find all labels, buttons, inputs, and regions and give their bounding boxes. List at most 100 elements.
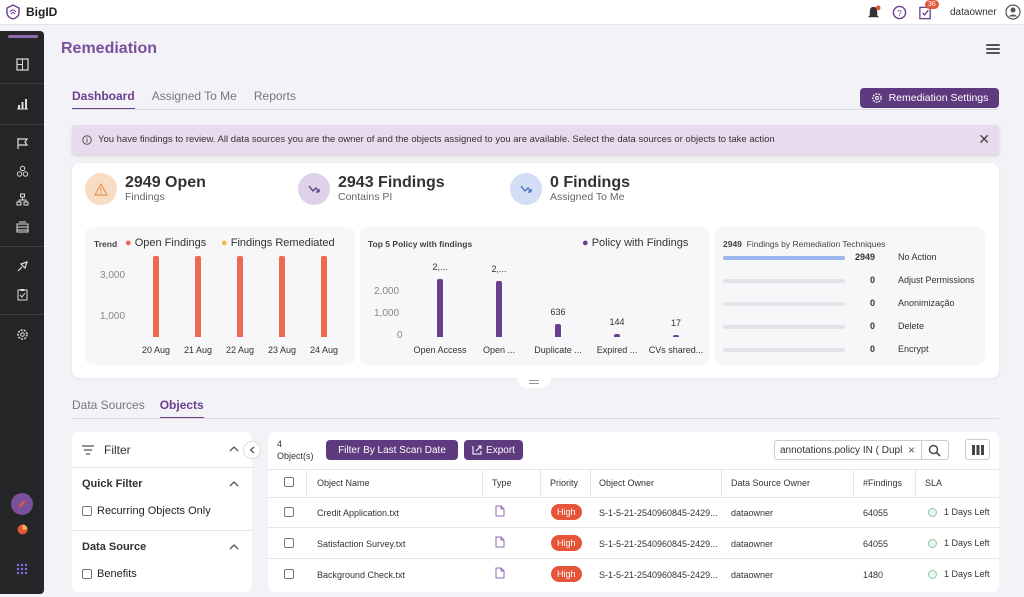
tasks-icon[interactable] xyxy=(918,5,933,21)
chevron-up-icon[interactable] xyxy=(229,544,239,550)
hierarchy-icon[interactable] xyxy=(14,191,30,207)
object-owner: S-1-5-21-2540960845-2429... xyxy=(599,539,718,549)
close-icon[interactable]: ✕ xyxy=(978,131,990,147)
stat-label: Contains PI xyxy=(338,191,393,203)
help-icon[interactable]: ? xyxy=(892,5,907,20)
search-icon[interactable] xyxy=(928,444,941,457)
x-tick-label: 22 Aug xyxy=(225,345,255,355)
col-sla[interactable]: SLA xyxy=(925,478,943,488)
stat-value: 2943 Findings xyxy=(338,174,445,191)
col-priority[interactable]: Priority xyxy=(550,478,579,488)
collapse-handle[interactable] xyxy=(517,376,551,388)
columns-toggle-button[interactable] xyxy=(965,439,990,460)
object-name[interactable]: Satisfaction Survey.txt xyxy=(317,539,406,549)
x-tick-label: Open ... xyxy=(482,345,516,355)
bigid-logo[interactable]: BigID xyxy=(5,4,57,20)
collapse-filter-button[interactable] xyxy=(243,441,261,459)
col-findings[interactable]: #Findings xyxy=(863,478,903,488)
trend-title: Trend xyxy=(94,239,118,249)
tab-assigned-to-me[interactable]: Assigned To Me xyxy=(151,89,237,103)
policy-bar xyxy=(555,324,561,337)
tab-dashboard[interactable]: Dashboard xyxy=(72,89,135,110)
stat-assigned: 0 Findings Assigned To Me xyxy=(510,173,630,205)
clipboard-icon[interactable] xyxy=(14,286,30,302)
col-type[interactable]: Type xyxy=(492,478,512,488)
remediation-icon[interactable] xyxy=(14,258,30,274)
stat-value: 0 Findings xyxy=(550,174,630,191)
avatar-icon[interactable] xyxy=(1005,4,1021,20)
clusters-icon[interactable] xyxy=(14,163,30,179)
clear-icon[interactable]: × xyxy=(908,443,916,457)
file-icon xyxy=(495,536,505,548)
checkbox[interactable] xyxy=(82,506,92,516)
trend-bar xyxy=(321,256,327,337)
technique-label: No Action xyxy=(898,252,937,262)
data-label: 17 xyxy=(670,318,681,328)
sla-status: 1 Days Left xyxy=(928,538,990,549)
remediation-settings-button[interactable]: Remediation Settings xyxy=(860,88,999,108)
col-data-source-owner[interactable]: Data Source Owner xyxy=(731,478,811,488)
object-name[interactable]: Background Check.txt xyxy=(317,570,406,580)
select-all-checkbox[interactable] xyxy=(284,477,294,487)
user-avatar[interactable] xyxy=(11,493,33,515)
x-tick-label: 21 Aug xyxy=(183,345,213,355)
reports-chart-icon[interactable] xyxy=(14,95,30,111)
svg-text:?: ? xyxy=(897,8,902,18)
benefits-checkbox[interactable]: Benefits xyxy=(82,568,137,580)
trend-bar xyxy=(195,256,201,337)
ytick: 0 xyxy=(397,330,403,341)
chevron-up-icon[interactable] xyxy=(229,481,239,487)
sla-status-icon xyxy=(928,539,937,549)
top-bar: BigID ? 36 dataowner xyxy=(0,0,1024,25)
row-checkbox[interactable] xyxy=(284,569,294,579)
trend-panel: Trend ● Open Findings ● Findings Remedia… xyxy=(85,227,355,365)
bell-icon[interactable] xyxy=(866,5,881,20)
policy-title: Top 5 Policy with findings xyxy=(368,239,473,249)
tab-data-sources[interactable]: Data Sources xyxy=(72,398,145,412)
data-source-heading: Data Source xyxy=(82,541,147,553)
tab-reports[interactable]: Reports xyxy=(253,89,296,103)
trend-bar xyxy=(153,256,159,337)
recurring-objects-checkbox[interactable]: Recurring Objects Only xyxy=(82,505,211,517)
chevron-up-icon[interactable] xyxy=(229,446,239,452)
data-label: 2,... xyxy=(432,262,448,272)
pie-app-icon[interactable] xyxy=(14,521,30,537)
tab-objects[interactable]: Objects xyxy=(159,398,204,419)
flag-icon[interactable] xyxy=(14,135,30,151)
page-title: Remediation xyxy=(61,40,158,57)
technique-label: Encrypt xyxy=(898,344,929,354)
username[interactable]: dataowner xyxy=(950,7,997,18)
ytick: 1,000 xyxy=(100,311,126,322)
catalog-icon[interactable] xyxy=(14,219,30,235)
filter-title: Filter xyxy=(104,443,131,457)
columns-icon xyxy=(971,444,984,455)
drag-handle-icon xyxy=(529,380,539,384)
export-button[interactable]: Export xyxy=(464,440,523,460)
settings-icon xyxy=(871,93,882,103)
menu-icon[interactable] xyxy=(986,44,1000,54)
x-tick-label: CVs shared... xyxy=(648,345,704,355)
search-field[interactable]: annotations.policy IN ( Dupl × xyxy=(774,440,949,460)
object-name[interactable]: Credit Application.txt xyxy=(317,508,400,518)
apps-grid-icon[interactable] xyxy=(14,561,30,577)
row-checkbox[interactable] xyxy=(284,507,294,517)
trend-icon xyxy=(510,173,542,205)
row-checkbox[interactable] xyxy=(284,538,294,548)
chevron-left-icon xyxy=(249,446,255,454)
settings-gear-icon[interactable] xyxy=(14,326,30,342)
filter-by-last-scan-button[interactable]: Filter By Last Scan Date xyxy=(326,440,458,460)
object-owner: S-1-5-21-2540960845-2429... xyxy=(599,570,718,580)
stat-contains-pi: 2943 Findings Contains PI xyxy=(298,173,445,205)
fingerprint-icon xyxy=(6,4,20,20)
dashboard-icon[interactable] xyxy=(14,56,30,72)
col-object-name[interactable]: Object Name xyxy=(317,478,370,488)
technique-value: 0 xyxy=(869,344,875,354)
priority-badge: High xyxy=(551,566,582,582)
data-source-owner: dataowner xyxy=(731,539,774,549)
checkbox[interactable] xyxy=(82,569,92,579)
search-input[interactable]: annotations.policy IN ( Dupl xyxy=(780,445,903,456)
policy-bar xyxy=(496,281,502,337)
trend-down-icon xyxy=(298,173,330,205)
col-object-owner[interactable]: Object Owner xyxy=(599,478,655,488)
technique-value: 0 xyxy=(869,275,875,285)
